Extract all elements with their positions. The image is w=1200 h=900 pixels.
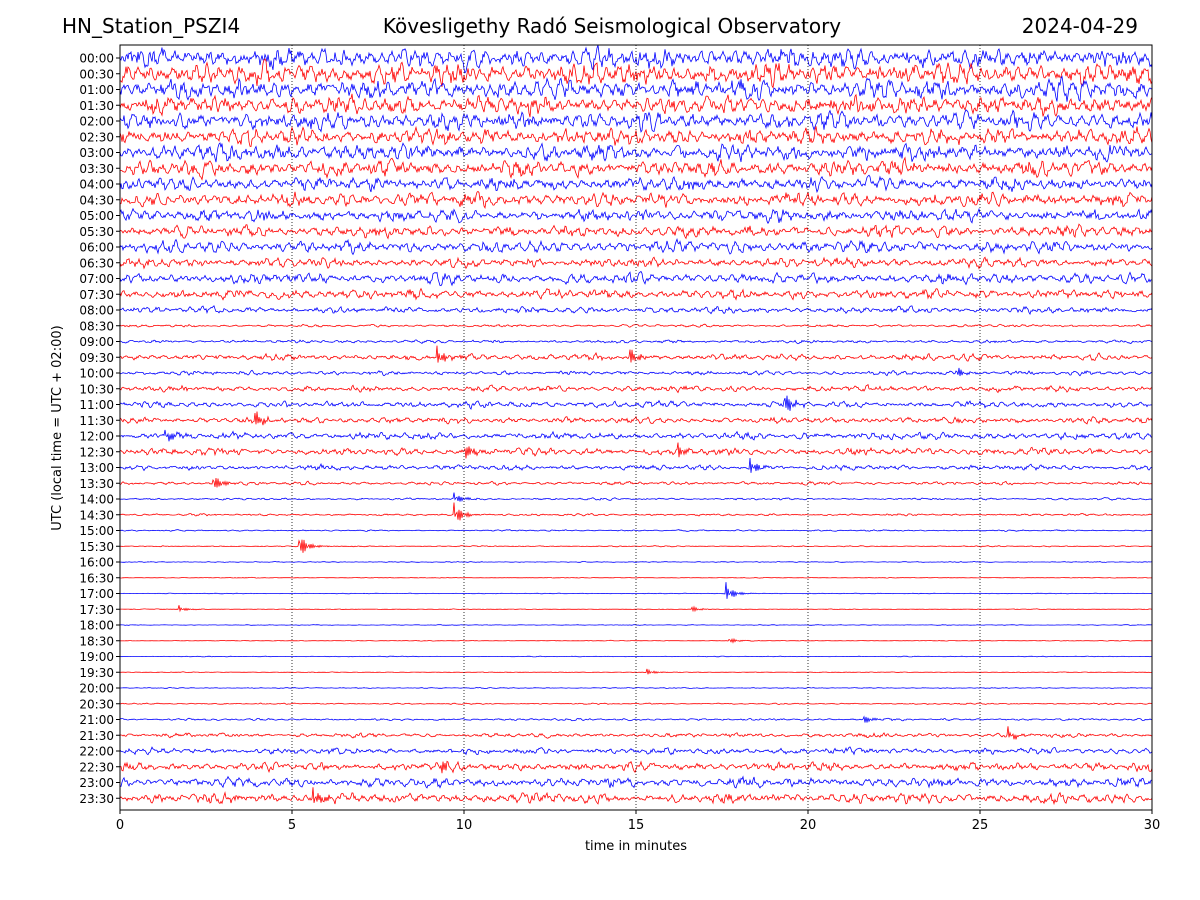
row-label-1200: 12:00	[79, 430, 114, 444]
row-label-0030: 00:30	[79, 67, 114, 81]
x-tick-label-20: 20	[800, 818, 817, 833]
station-label: HN_Station_PSZI4	[62, 14, 241, 38]
axes: 0 5 10 15 20 25 30	[116, 44, 1161, 833]
trace-0000	[119, 44, 1153, 74]
row-label-1300: 13:00	[79, 461, 114, 475]
trace-1700	[119, 582, 1152, 599]
row-label-1900: 19:00	[79, 650, 114, 664]
trace-1500	[119, 529, 1153, 532]
trace-0130	[119, 93, 1153, 118]
row-label-0630: 06:30	[79, 256, 114, 270]
page-title: Kövesligethy Radó Seismological Observat…	[382, 14, 842, 38]
row-label-0000: 00:00	[79, 52, 114, 66]
trace-1830	[120, 637, 1152, 644]
row-label-1600: 16:00	[79, 556, 114, 570]
row-label-1030: 10:30	[79, 382, 114, 396]
row-label-1230: 12:30	[79, 445, 114, 459]
row-label-0230: 02:30	[79, 130, 114, 144]
row-label-2300: 23:00	[79, 776, 114, 790]
trace-0100	[119, 75, 1153, 103]
trace-1630	[120, 576, 1153, 579]
row-label-1000: 10:00	[79, 367, 114, 381]
trace-0230	[119, 125, 1153, 147]
x-tick-label-5: 5	[288, 818, 296, 833]
trace-1400	[119, 492, 1153, 503]
trace-1900	[119, 655, 1152, 658]
row-label-0300: 03:00	[79, 146, 114, 160]
grid-lines	[291, 45, 981, 810]
trace-0330	[119, 156, 1153, 181]
row-label-1530: 15:30	[79, 540, 114, 554]
row-label-1830: 18:30	[79, 634, 114, 648]
row-label-0530: 05:30	[79, 225, 114, 239]
x-tick-label-30: 30	[1144, 818, 1161, 833]
x-tick-label-25: 25	[972, 818, 989, 833]
row-label-1630: 16:30	[79, 571, 114, 585]
row-label-1330: 13:30	[79, 477, 114, 491]
row-label-1500: 15:00	[79, 524, 114, 538]
row-label-1100: 11:00	[79, 398, 114, 412]
row-label-0600: 06:00	[79, 241, 114, 255]
row-label-0800: 08:00	[79, 304, 114, 318]
row-label-0200: 02:00	[79, 115, 114, 129]
y-axis-label: UTC (local time = UTC + 02:00)	[50, 325, 65, 530]
row-label-1130: 11:30	[79, 414, 114, 428]
row-label-1800: 18:00	[79, 619, 114, 633]
row-label-0130: 01:30	[79, 99, 114, 113]
row-label-2100: 21:00	[79, 713, 114, 727]
row-label-0100: 01:00	[79, 83, 114, 97]
row-label-2130: 21:30	[79, 729, 114, 743]
row-label-1400: 14:00	[79, 493, 114, 507]
row-label-0430: 04:30	[79, 193, 114, 207]
row-label-0930: 09:30	[79, 351, 114, 365]
row-label-0700: 07:00	[79, 272, 114, 286]
x-tick-label-0: 0	[116, 818, 124, 833]
row-label-2200: 22:00	[79, 745, 114, 759]
row-label-1700: 17:00	[79, 587, 114, 601]
row-label-2330: 23:30	[79, 792, 114, 806]
row-label-0830: 08:30	[79, 319, 114, 333]
date-label: 2024-04-29	[1021, 14, 1138, 38]
trace-1100	[119, 395, 1153, 411]
trace-2030	[120, 702, 1153, 706]
row-label-1730: 17:30	[79, 603, 114, 617]
x-axis-label: time in minutes	[585, 839, 687, 854]
row-label-2230: 22:30	[79, 760, 114, 774]
trace-0900	[119, 339, 1153, 345]
row-label-2000: 20:00	[79, 682, 114, 696]
trace-1430	[119, 502, 1152, 521]
row-label-1930: 19:30	[79, 666, 114, 680]
row-label-0330: 03:30	[79, 162, 114, 176]
row-label-2030: 20:30	[79, 697, 114, 711]
trace-0400	[119, 174, 1153, 194]
trace-1230	[119, 442, 1152, 459]
trace-2100	[119, 715, 1153, 723]
trace-1030	[119, 383, 1153, 394]
row-label-1430: 14:30	[79, 508, 114, 522]
row-label-0400: 04:00	[79, 178, 114, 192]
row-label-0900: 09:00	[79, 335, 114, 349]
trace-0430	[119, 190, 1153, 209]
row-label-0730: 07:30	[79, 288, 114, 302]
x-tick-label-10: 10	[456, 818, 473, 833]
row-label-0500: 05:00	[79, 209, 114, 223]
x-tick-label-15: 15	[628, 818, 645, 833]
